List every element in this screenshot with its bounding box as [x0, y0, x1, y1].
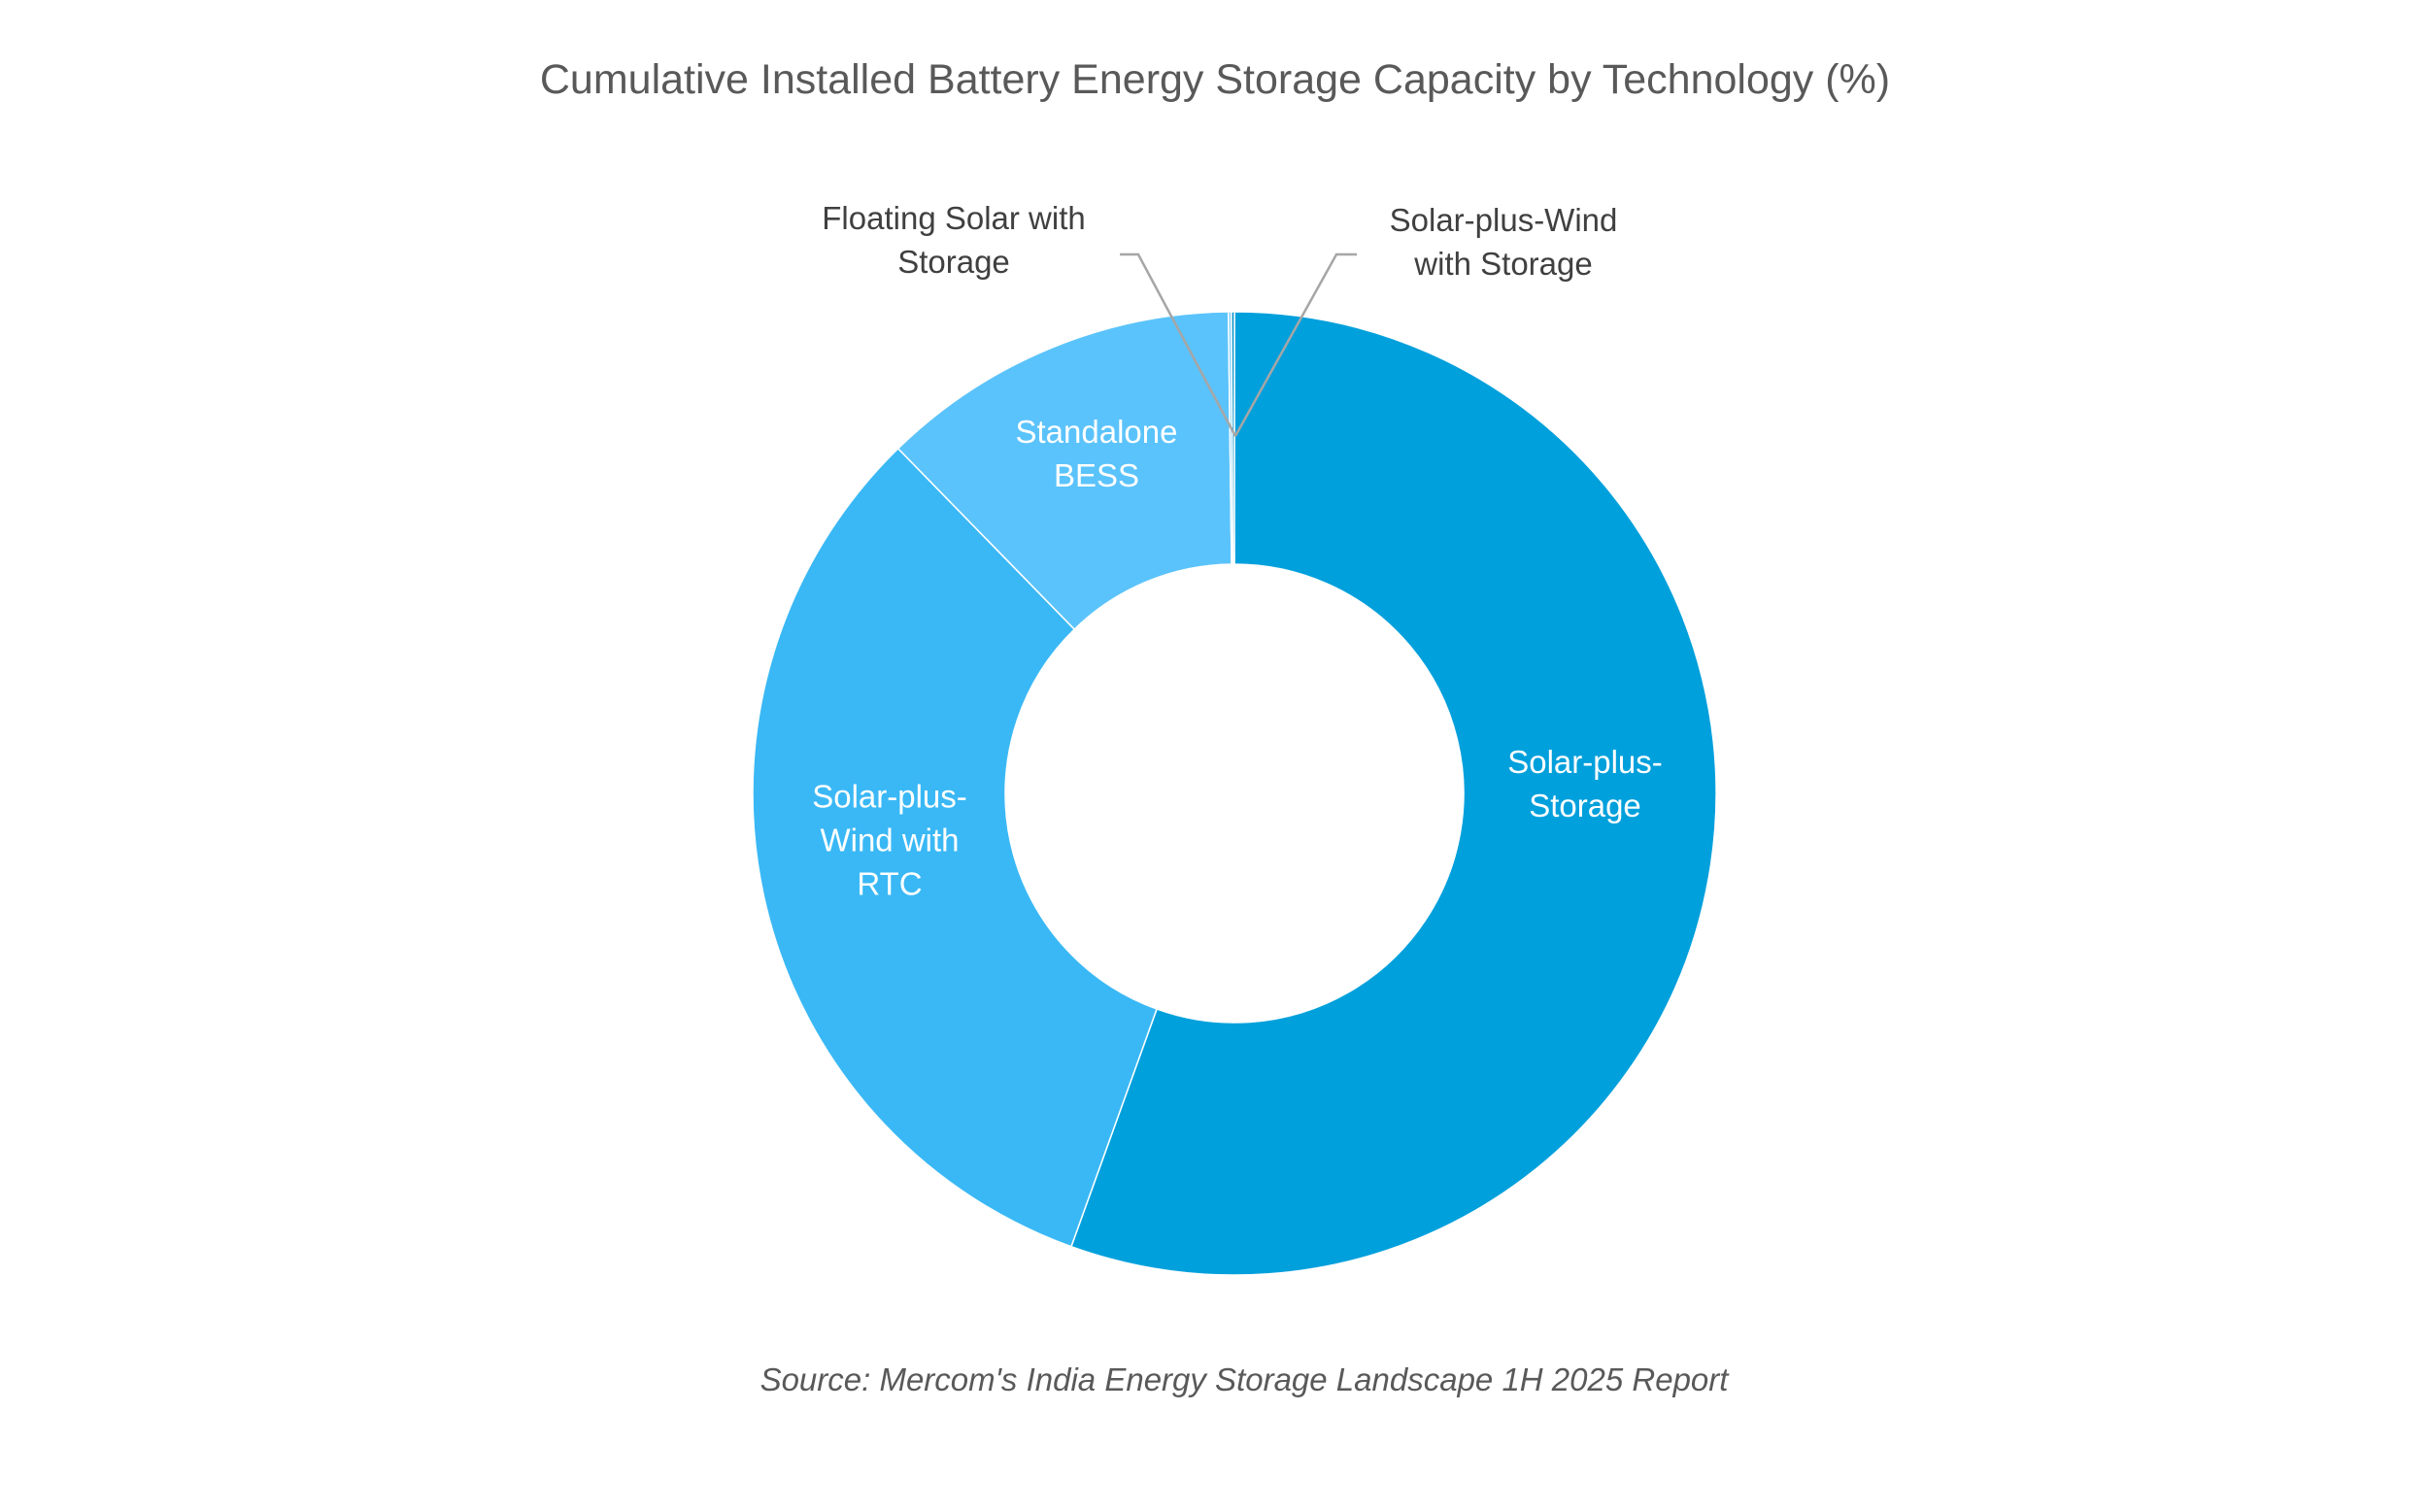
slice-label: Solar-plus-Wind with RTC: [812, 779, 967, 902]
leader-lines: [1120, 252, 1357, 437]
donut-slice: [752, 447, 1159, 1248]
slice-label: Solar-plus-Storage: [1507, 744, 1663, 823]
donut-slices: [752, 311, 1717, 1276]
donut-slice: [1231, 311, 1235, 565]
slice-label: Floating Solar with Storage: [822, 200, 1085, 280]
source-note: Source: Mercom's India Energy Storage La…: [759, 1361, 1729, 1397]
donut-slice: [896, 311, 1232, 631]
donut-slice: [1070, 311, 1717, 1276]
leader-line: [1233, 252, 1357, 437]
slice-label: Standalone BESS: [1016, 414, 1178, 493]
leader-line: [1120, 252, 1237, 437]
chart-title: Cumulative Installed Battery Energy Stor…: [539, 56, 1891, 103]
slice-labels: Solar-plus-Storage Solar-plus-Wind with RT…: [812, 200, 1663, 902]
slice-label: Solar-plus-Wind with Storage: [1390, 202, 1618, 282]
